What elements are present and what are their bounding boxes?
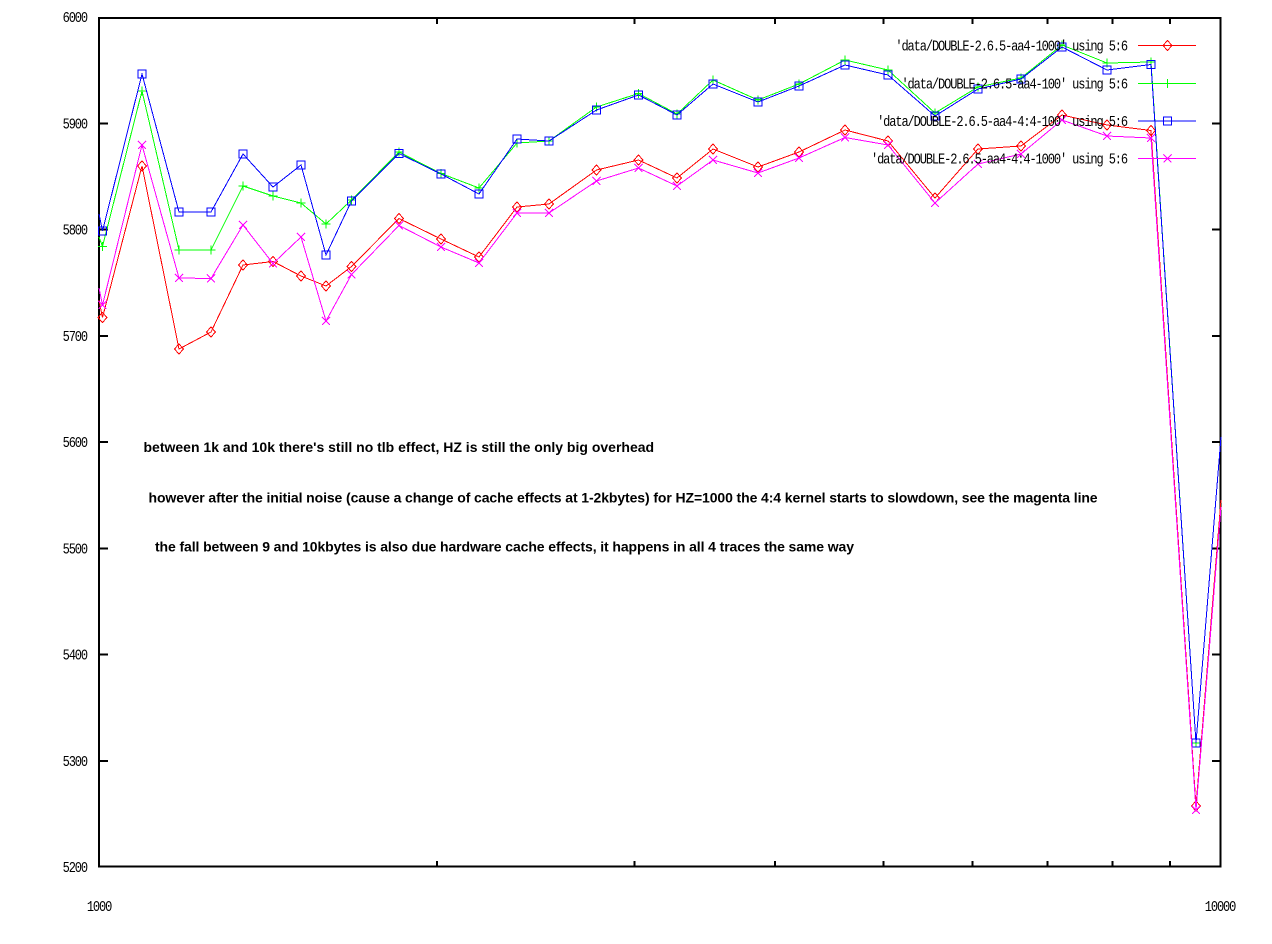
svg-text:5900: 5900 bbox=[63, 118, 88, 134]
svg-text:1000: 1000 bbox=[87, 900, 112, 916]
svg-text:5800: 5800 bbox=[63, 224, 88, 240]
svg-text:'data/DOUBLE-2.6.5-aa4-4:4-100: 'data/DOUBLE-2.6.5-aa4-4:4-100' using 5:… bbox=[877, 115, 1128, 131]
svg-text:5700: 5700 bbox=[63, 330, 88, 346]
svg-text:5500: 5500 bbox=[63, 543, 88, 559]
svg-text:5600: 5600 bbox=[63, 436, 88, 452]
svg-text:the fall between 9 and 10kbyte: the fall between 9 and 10kbytes is also … bbox=[155, 539, 854, 555]
svg-text:10000: 10000 bbox=[1205, 900, 1237, 916]
svg-text:'data/DOUBLE-2.6.5-aa4-1000' u: 'data/DOUBLE-2.6.5-aa4-1000' using 5:6 bbox=[895, 40, 1128, 56]
svg-text:however after the initial nois: however after the initial noise (cause a… bbox=[149, 490, 1098, 506]
svg-text:5200: 5200 bbox=[63, 861, 88, 877]
svg-text:'data/DOUBLE-2.6.5-aa4-4:4-100: 'data/DOUBLE-2.6.5-aa4-4:4-1000' using 5… bbox=[871, 153, 1128, 169]
svg-text:5400: 5400 bbox=[63, 649, 88, 665]
svg-text:between 1k and 10k there's sti: between 1k and 10k there's still no tlb … bbox=[144, 439, 655, 455]
svg-text:5300: 5300 bbox=[63, 755, 88, 771]
svg-text:'data/DOUBLE-2.6.5-aa4-100' us: 'data/DOUBLE-2.6.5-aa4-100' using 5:6 bbox=[901, 78, 1128, 94]
svg-text:6000: 6000 bbox=[63, 11, 88, 27]
